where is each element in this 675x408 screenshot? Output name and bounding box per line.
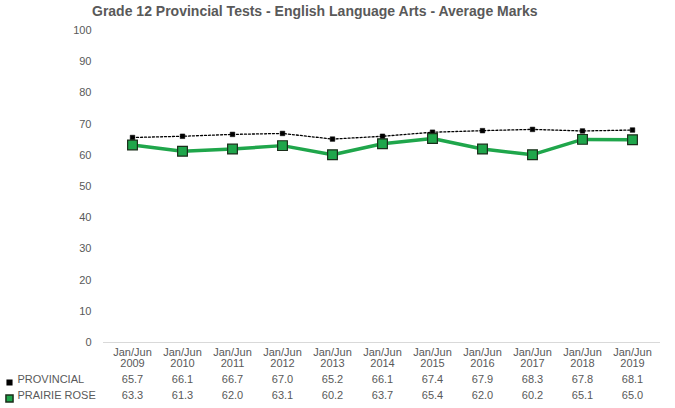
svg-text:67.8: 67.8 (572, 373, 593, 385)
svg-text:67.4: 67.4 (422, 373, 443, 385)
svg-text:66.7: 66.7 (222, 373, 243, 385)
svg-text:67.0: 67.0 (272, 373, 293, 385)
html-text:Grade 12 Provincial Tests - En: Grade 12 Provincial Tests - English Lang… (92, 3, 538, 19)
svg-text:PRAIRIE ROSE: PRAIRIE ROSE (18, 389, 96, 401)
svg-text:PROVINCIAL: PROVINCIAL (18, 373, 85, 385)
svg-text:63.3: 63.3 (122, 389, 143, 401)
svg-text:Jan/Jun2010: Jan/Jun2010 (163, 346, 202, 369)
svg-text:63.1: 63.1 (272, 389, 293, 401)
svg-text:60.2: 60.2 (322, 389, 343, 401)
svg-text:30: 30 (79, 242, 91, 254)
svg-text:Jan/Jun2013: Jan/Jun2013 (313, 346, 352, 369)
svg-text:66.1: 66.1 (172, 373, 193, 385)
svg-text:Jan/Jun2015: Jan/Jun2015 (413, 346, 452, 369)
svg-text:80: 80 (79, 86, 91, 98)
svg-text:66.1: 66.1 (372, 373, 393, 385)
svg-text:65.2: 65.2 (322, 373, 343, 385)
svg-text:62.0: 62.0 (472, 389, 493, 401)
svg-text:100: 100 (73, 24, 91, 36)
svg-text:40: 40 (79, 211, 91, 223)
svg-text:60.2: 60.2 (522, 389, 543, 401)
svg-text:67.9: 67.9 (472, 373, 493, 385)
svg-text:Jan/Jun2012: Jan/Jun2012 (263, 346, 302, 369)
svg-text:Jan/Jun2018: Jan/Jun2018 (563, 346, 602, 369)
svg-text:68.1: 68.1 (622, 373, 643, 385)
svg-text:60: 60 (79, 149, 91, 161)
svg-text:70: 70 (79, 118, 91, 130)
svg-text:68.3: 68.3 (522, 373, 543, 385)
svg-text:Jan/Jun2009: Jan/Jun2009 (113, 346, 152, 369)
svg-text:90: 90 (79, 55, 91, 67)
svg-text:10: 10 (79, 305, 91, 317)
svg-text:20: 20 (79, 274, 91, 286)
svg-text:65.7: 65.7 (122, 373, 143, 385)
svg-text:65.1: 65.1 (572, 389, 593, 401)
svg-text:65.0: 65.0 (622, 389, 643, 401)
svg-text:50: 50 (79, 180, 91, 192)
svg-text:Jan/Jun2016: Jan/Jun2016 (463, 346, 502, 369)
svg-text:Jan/Jun2011: Jan/Jun2011 (213, 346, 252, 369)
svg-text:62.0: 62.0 (222, 389, 243, 401)
svg-text:63.7: 63.7 (372, 389, 393, 401)
svg-text:65.4: 65.4 (422, 389, 443, 401)
svg-text:0: 0 (85, 336, 91, 348)
svg-text:Jan/Jun2019: Jan/Jun2019 (613, 346, 652, 369)
svg-text:Jan/Jun2017: Jan/Jun2017 (513, 346, 552, 369)
svg-text:Jan/Jun2014: Jan/Jun2014 (363, 346, 402, 369)
svg-text:61.3: 61.3 (172, 389, 193, 401)
